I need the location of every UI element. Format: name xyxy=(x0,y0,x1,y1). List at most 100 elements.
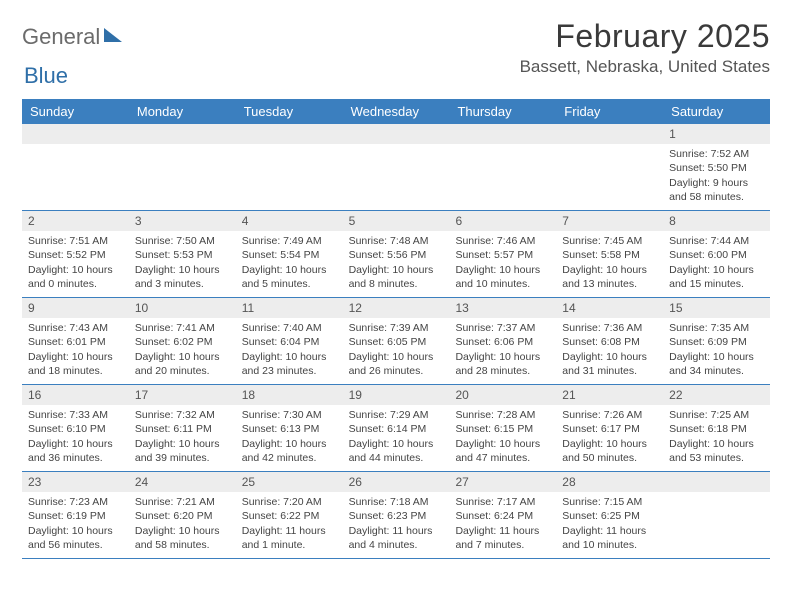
day-number: 14 xyxy=(556,298,663,318)
day-info-line: Daylight: 10 hours and 44 minutes. xyxy=(349,437,444,465)
day-info-line: Daylight: 10 hours and 50 minutes. xyxy=(562,437,657,465)
day-info-line: Sunset: 6:20 PM xyxy=(135,509,230,523)
day-number: 20 xyxy=(449,385,556,405)
day-info-line: Sunrise: 7:49 AM xyxy=(242,234,337,248)
day-info-line: Daylight: 11 hours and 10 minutes. xyxy=(562,524,657,552)
day-info-line: Sunset: 6:08 PM xyxy=(562,335,657,349)
day-info-line: Sunset: 6:06 PM xyxy=(455,335,550,349)
logo-word2: Blue xyxy=(24,63,68,88)
day-cell: 22Sunrise: 7:25 AMSunset: 6:18 PMDayligh… xyxy=(663,385,770,471)
day-info-line: Sunset: 6:01 PM xyxy=(28,335,123,349)
day-info-line: Sunrise: 7:46 AM xyxy=(455,234,550,248)
day-info-line: Sunset: 6:18 PM xyxy=(669,422,764,436)
day-cell: 28Sunrise: 7:15 AMSunset: 6:25 PMDayligh… xyxy=(556,472,663,558)
logo-word1: General xyxy=(22,24,100,50)
day-cell: 21Sunrise: 7:26 AMSunset: 6:17 PMDayligh… xyxy=(556,385,663,471)
day-info-line: Daylight: 10 hours and 39 minutes. xyxy=(135,437,230,465)
day-cell: 16Sunrise: 7:33 AMSunset: 6:10 PMDayligh… xyxy=(22,385,129,471)
day-info-line: Daylight: 10 hours and 28 minutes. xyxy=(455,350,550,378)
day-info-line: Sunset: 5:52 PM xyxy=(28,248,123,262)
weekday-header: Thursday xyxy=(449,99,556,124)
day-number: 27 xyxy=(449,472,556,492)
day-number: 22 xyxy=(663,385,770,405)
day-info-line: Sunset: 6:09 PM xyxy=(669,335,764,349)
week-row: 2Sunrise: 7:51 AMSunset: 5:52 PMDaylight… xyxy=(22,211,770,298)
day-number: 16 xyxy=(22,385,129,405)
day-number: 17 xyxy=(129,385,236,405)
day-info-line: Sunrise: 7:21 AM xyxy=(135,495,230,509)
week-row: 1Sunrise: 7:52 AMSunset: 5:50 PMDaylight… xyxy=(22,124,770,211)
day-number: 23 xyxy=(22,472,129,492)
day-number: 4 xyxy=(236,211,343,231)
day-cell xyxy=(129,124,236,210)
day-info-line: Sunrise: 7:23 AM xyxy=(28,495,123,509)
day-cell: 17Sunrise: 7:32 AMSunset: 6:11 PMDayligh… xyxy=(129,385,236,471)
day-number: 25 xyxy=(236,472,343,492)
weekday-header: Wednesday xyxy=(343,99,450,124)
day-cell: 8 Sunrise: 7:44 AMSunset: 6:00 PMDaylight… xyxy=(663,211,770,297)
day-number: 13 xyxy=(449,298,556,318)
day-cell xyxy=(236,124,343,210)
title-block: February 2025 Bassett, Nebraska, United … xyxy=(520,18,770,77)
day-cell: 7Sunrise: 7:45 AMSunset: 5:58 PMDaylight… xyxy=(556,211,663,297)
day-info-line: Sunrise: 7:44 AM xyxy=(669,234,764,248)
day-number: 5 xyxy=(343,211,450,231)
day-info-line: Sunset: 6:24 PM xyxy=(455,509,550,523)
day-info-line: Sunrise: 7:36 AM xyxy=(562,321,657,335)
calendar-grid: SundayMondayTuesdayWednesdayThursdayFrid… xyxy=(22,99,770,559)
day-info-line: Daylight: 11 hours and 1 minute. xyxy=(242,524,337,552)
day-info-line: Sunset: 5:56 PM xyxy=(349,248,444,262)
day-cell: 26Sunrise: 7:18 AMSunset: 6:23 PMDayligh… xyxy=(343,472,450,558)
day-info-line: Sunrise: 7:28 AM xyxy=(455,408,550,422)
day-info-line: Sunset: 6:04 PM xyxy=(242,335,337,349)
day-info-line: Sunset: 5:50 PM xyxy=(669,161,764,175)
day-cell xyxy=(663,472,770,558)
day-info-line: Sunrise: 7:26 AM xyxy=(562,408,657,422)
day-number: 2 xyxy=(22,211,129,231)
day-info-line: Sunset: 6:05 PM xyxy=(349,335,444,349)
day-info-line: Daylight: 10 hours and 13 minutes. xyxy=(562,263,657,291)
day-number: 8 xyxy=(663,211,770,231)
day-info-line: Sunrise: 7:35 AM xyxy=(669,321,764,335)
day-info-line: Daylight: 10 hours and 18 minutes. xyxy=(28,350,123,378)
day-cell: 19Sunrise: 7:29 AMSunset: 6:14 PMDayligh… xyxy=(343,385,450,471)
day-cell: 20Sunrise: 7:28 AMSunset: 6:15 PMDayligh… xyxy=(449,385,556,471)
logo-triangle-icon xyxy=(104,28,122,42)
day-info-line: Daylight: 10 hours and 15 minutes. xyxy=(669,263,764,291)
day-info-line: Sunrise: 7:15 AM xyxy=(562,495,657,509)
weekday-header: Sunday xyxy=(22,99,129,124)
day-info-line: Sunset: 6:11 PM xyxy=(135,422,230,436)
day-cell: 15Sunrise: 7:35 AMSunset: 6:09 PMDayligh… xyxy=(663,298,770,384)
day-info-line: Sunset: 6:19 PM xyxy=(28,509,123,523)
day-info-line: Sunrise: 7:25 AM xyxy=(669,408,764,422)
week-row: 23 Sunrise: 7:23 AMSunset: 6:19 PM Dayligh… xyxy=(22,472,770,559)
day-info-line: Sunset: 6:17 PM xyxy=(562,422,657,436)
weekday-header-row: SundayMondayTuesdayWednesdayThursdayFrid… xyxy=(22,99,770,124)
day-cell: 24Sunrise: 7:21 AMSunset: 6:20 PMDayligh… xyxy=(129,472,236,558)
day-cell: 14 Sunrise: 7:36 AMSunset: 6:08 PMDayligh… xyxy=(556,298,663,384)
day-info-line: Daylight: 10 hours and 31 minutes. xyxy=(562,350,657,378)
day-cell: 25Sunrise: 7:20 AMSunset: 6:22 PMDayligh… xyxy=(236,472,343,558)
day-cell: 1Sunrise: 7:52 AMSunset: 5:50 PMDaylight… xyxy=(663,124,770,210)
day-number xyxy=(449,124,556,144)
day-number: 3 xyxy=(129,211,236,231)
day-number: 18 xyxy=(236,385,343,405)
day-info-line: Sunrise: 7:43 AM xyxy=(28,321,123,335)
day-info-line: Daylight: 10 hours and 42 minutes. xyxy=(242,437,337,465)
day-cell: 9Sunrise: 7:43 AMSunset: 6:01 PMDaylight… xyxy=(22,298,129,384)
day-info-line: Sunrise: 7:20 AM xyxy=(242,495,337,509)
day-info-line: Daylight: 9 hours and 58 minutes. xyxy=(669,176,764,204)
day-info-line: Sunset: 6:23 PM xyxy=(349,509,444,523)
day-info-line: Sunset: 6:14 PM xyxy=(349,422,444,436)
day-number: 12 xyxy=(343,298,450,318)
day-cell: 5 Sunrise: 7:48 AMSunset: 5:56 PMDaylight… xyxy=(343,211,450,297)
day-info-line: Sunset: 5:54 PM xyxy=(242,248,337,262)
day-info-line: Daylight: 10 hours and 8 minutes. xyxy=(349,263,444,291)
day-info-line: Sunrise: 7:48 AM xyxy=(349,234,444,248)
day-number: 26 xyxy=(343,472,450,492)
day-cell: 23Sunrise: 7:23 AMSunset: 6:19 PMDayligh… xyxy=(22,472,129,558)
day-info-line: Daylight: 10 hours and 20 minutes. xyxy=(135,350,230,378)
day-info-line: Sunrise: 7:40 AM xyxy=(242,321,337,335)
day-info-line: Sunset: 6:00 PM xyxy=(669,248,764,262)
day-number: 7 xyxy=(556,211,663,231)
